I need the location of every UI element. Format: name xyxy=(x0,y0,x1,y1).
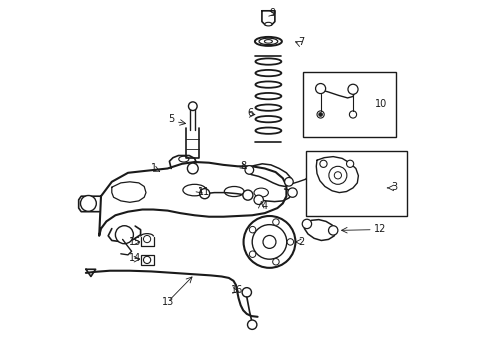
Circle shape xyxy=(288,188,297,197)
Circle shape xyxy=(247,320,257,329)
Text: 8: 8 xyxy=(241,161,247,171)
Text: 9: 9 xyxy=(270,8,275,18)
Ellipse shape xyxy=(255,93,281,99)
Ellipse shape xyxy=(255,116,281,122)
Ellipse shape xyxy=(183,184,206,196)
Text: 6: 6 xyxy=(247,108,254,118)
Circle shape xyxy=(316,84,326,94)
Ellipse shape xyxy=(255,81,281,88)
Circle shape xyxy=(243,190,253,200)
Circle shape xyxy=(144,256,151,264)
Text: 3: 3 xyxy=(391,182,397,192)
Ellipse shape xyxy=(255,104,281,111)
Circle shape xyxy=(252,225,287,259)
Circle shape xyxy=(346,160,354,167)
Text: 11: 11 xyxy=(197,186,210,197)
Circle shape xyxy=(242,288,251,297)
Circle shape xyxy=(187,163,198,174)
Circle shape xyxy=(273,219,279,225)
Circle shape xyxy=(249,226,256,233)
Text: 5: 5 xyxy=(169,114,175,124)
Bar xyxy=(306,151,407,216)
Circle shape xyxy=(287,239,294,245)
Circle shape xyxy=(349,111,357,118)
Ellipse shape xyxy=(224,186,244,197)
Text: 13: 13 xyxy=(162,297,174,307)
Circle shape xyxy=(80,195,97,211)
Circle shape xyxy=(329,166,347,184)
Text: 2: 2 xyxy=(298,237,304,247)
Ellipse shape xyxy=(255,127,281,134)
Text: 16: 16 xyxy=(231,285,244,295)
Ellipse shape xyxy=(255,37,282,46)
Text: 15: 15 xyxy=(129,237,142,247)
Circle shape xyxy=(263,235,276,248)
Bar xyxy=(303,72,396,137)
Circle shape xyxy=(273,258,279,265)
Circle shape xyxy=(334,172,342,179)
Text: 1: 1 xyxy=(151,163,157,174)
Circle shape xyxy=(302,219,312,229)
Ellipse shape xyxy=(179,156,189,162)
Circle shape xyxy=(320,160,327,167)
Circle shape xyxy=(189,102,197,111)
Circle shape xyxy=(245,166,254,174)
Circle shape xyxy=(144,235,151,243)
Ellipse shape xyxy=(255,58,281,65)
Circle shape xyxy=(317,111,324,118)
Ellipse shape xyxy=(265,22,272,26)
Ellipse shape xyxy=(265,40,272,43)
Circle shape xyxy=(348,84,358,94)
Text: 12: 12 xyxy=(374,224,386,234)
Circle shape xyxy=(244,216,295,268)
Circle shape xyxy=(249,251,256,257)
Text: 7: 7 xyxy=(298,37,304,48)
Text: 4: 4 xyxy=(261,201,268,211)
Text: 14: 14 xyxy=(129,253,141,264)
Ellipse shape xyxy=(255,70,281,76)
Ellipse shape xyxy=(254,188,269,197)
Circle shape xyxy=(319,113,322,116)
Circle shape xyxy=(328,226,338,235)
Bar xyxy=(141,255,153,265)
Circle shape xyxy=(116,226,133,244)
Ellipse shape xyxy=(259,38,278,45)
Text: 10: 10 xyxy=(375,99,388,109)
Circle shape xyxy=(199,189,210,199)
Circle shape xyxy=(254,195,263,204)
Circle shape xyxy=(285,177,293,186)
